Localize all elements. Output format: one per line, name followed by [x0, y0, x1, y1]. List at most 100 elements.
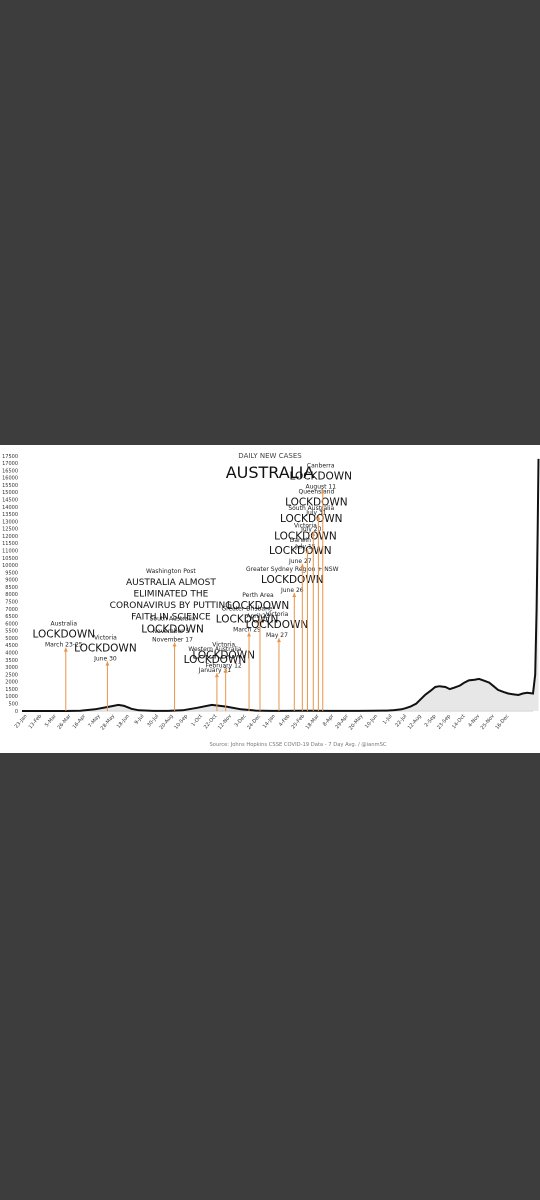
x-tick-label: 16-Apr [72, 713, 88, 730]
y-tick-label: 4500 [5, 643, 18, 649]
series-line [22, 458, 540, 712]
y-tick-label: 17000 [2, 461, 18, 467]
annotation-arrow [320, 489, 325, 494]
x-tick-label: 4-Nov [467, 713, 481, 728]
y-tick-label: 14500 [2, 498, 18, 504]
x-tick-label: 13-Feb [28, 713, 44, 730]
y-tick-label: 9000 [5, 578, 18, 584]
annotation-arrow [305, 549, 310, 554]
y-tick-label: 11500 [2, 541, 18, 547]
y-tick-label: 1500 [5, 687, 18, 693]
annotation-lockdown: LOCKDOWN [33, 629, 96, 641]
chart-subtitle: DAILY NEW CASES [238, 452, 302, 460]
annotation-lockdown: LOCKDOWN [269, 545, 332, 557]
annotation-arrow [223, 668, 228, 673]
y-tick-label: 7500 [5, 600, 18, 606]
y-tick-label: 8000 [5, 592, 18, 598]
annotation-arrow [105, 661, 110, 666]
annotation-date: July 31 [305, 510, 327, 517]
annotation-region: Darwin [290, 537, 311, 544]
y-tick-label: 11000 [2, 549, 18, 555]
annotation-date: August 11 [305, 484, 336, 491]
annotation-region: Australia [51, 621, 78, 628]
y-tick-label: 15500 [2, 483, 18, 489]
y-tick-label: 5500 [5, 629, 18, 635]
y-tick-label: 6500 [5, 614, 18, 620]
annotation-arrow [172, 642, 177, 647]
y-tick-label: 12000 [2, 534, 18, 540]
y-tick-label: 10000 [2, 563, 18, 569]
y-tick-label: 17500 [2, 454, 18, 460]
annotation-lockdown: LOCKDOWN [289, 471, 352, 483]
x-tick-label: 12-Aug [407, 713, 423, 731]
annotation-date: July 15 [294, 543, 316, 550]
annotation-date: July 20 [300, 526, 322, 533]
annotation-lockdown: LOCKDOWN [141, 624, 204, 636]
x-tick-label: 20-May [348, 713, 365, 731]
x-tick-label: 1-Jul [382, 713, 394, 726]
annotation-date: April 23 [246, 613, 269, 620]
x-tick-label: 10-Jun [364, 713, 379, 729]
annotation-date: June 27 [288, 558, 312, 565]
headline-source: Washington Post [146, 568, 196, 575]
y-tick-label: 2000 [5, 680, 18, 686]
x-tick-label: 14-Oct [451, 713, 467, 730]
series-area [22, 458, 539, 711]
x-tick-label: 25-Nov [480, 713, 496, 731]
y-tick-label: 16500 [2, 468, 18, 474]
annotation-date: May 27 [266, 632, 288, 639]
y-tick-label: 3000 [5, 665, 18, 671]
annotation-date: February 12 [206, 663, 242, 670]
annotation-region: South Australia [150, 616, 196, 623]
headline-line: CORONAVIRUS BY PUTTING [110, 601, 233, 611]
y-tick-label: 3500 [5, 658, 18, 664]
x-tick-label: 18-Mar [305, 713, 322, 731]
annotation-lockdown: LOCKDOWN [285, 497, 348, 509]
annotation-region: Greater Brisbane [221, 605, 272, 612]
x-tick-label: 20-Aug [159, 713, 175, 731]
headline-line: FAITH IN SCIENCE [131, 613, 211, 623]
annotation-region: Greater Sydney Region + NSW [246, 566, 339, 573]
annotation-arrow [257, 619, 262, 624]
annotation-lockdown: LOCKDOWN [184, 654, 247, 666]
x-tick-label: 14-Jan [262, 713, 277, 729]
y-tick-label: 0 [15, 709, 18, 715]
x-tick-label: 12-Nov [217, 713, 233, 731]
headline-line: AUSTRALIA ALMOST [126, 578, 216, 588]
y-tick-label: 15000 [2, 490, 18, 496]
y-tick-label: 6000 [5, 621, 18, 627]
annotation-lockdown: LOCKDOWN [216, 613, 279, 625]
y-tick-label: 13500 [2, 512, 18, 518]
x-tick-label: 16-Dec [494, 713, 510, 731]
chart-title: AUSTRALIA [226, 463, 315, 482]
annotation-lockdown: LOCKDOWN [274, 530, 337, 542]
annotation-arrow [316, 515, 321, 520]
annotation-arrow [247, 632, 252, 637]
headline-line: ELIMINATED THE [133, 590, 208, 600]
annotation-region: Victoria [266, 611, 289, 618]
annotation-region: Victoria [94, 634, 117, 641]
y-tick-label: 14000 [2, 505, 18, 511]
x-tick-label: 9-Jul [134, 713, 146, 726]
x-tick-label: 22-Jul [394, 713, 408, 728]
annotation-lockdown: LOCKDOWN [74, 642, 137, 654]
x-tick-label: 28-May [100, 713, 117, 731]
x-tick-label: 23-Jan [14, 713, 29, 729]
y-tick-label: 2500 [5, 672, 18, 678]
annotation-lockdown: LOCKDOWN [261, 574, 324, 586]
annotation-region: Victoria [294, 522, 317, 529]
y-tick-label: 12500 [2, 527, 18, 533]
annotation-date: March 23-25 [45, 642, 83, 649]
annotation-arrow [292, 592, 297, 597]
x-tick-label: 30-Jul [146, 713, 160, 728]
x-tick-label: 10-Sep [173, 713, 189, 730]
headline-annotation: Washington Post AUSTRALIA ALMOST ELIMINATE… [110, 568, 233, 635]
series-line [22, 458, 540, 712]
x-tick-label: 18-Jun [116, 713, 131, 729]
annotation-lockdown: LOCKDOWN [192, 650, 255, 662]
annotation-date: January 31 [198, 667, 231, 674]
x-tick-label: 8-Apr [322, 713, 336, 728]
